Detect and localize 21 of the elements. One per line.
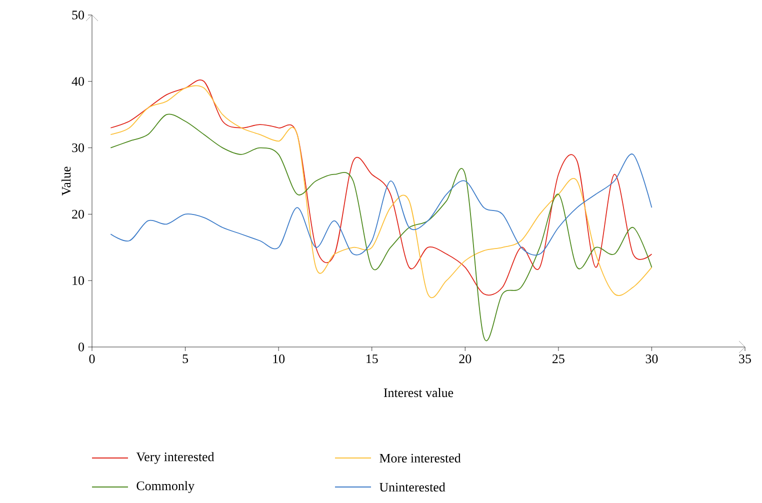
legend-label: Uninterested bbox=[379, 482, 446, 492]
x-axis-title: Interest value bbox=[384, 388, 454, 398]
y-tick-label: 0 bbox=[78, 342, 84, 352]
x-tick-label: 0 bbox=[89, 354, 95, 364]
y-axis-title: Value bbox=[62, 166, 71, 196]
legend-label: Commonly bbox=[136, 481, 194, 493]
y-tick-label: 10 bbox=[72, 276, 84, 285]
x-tick-label: 35 bbox=[739, 354, 751, 364]
legend-label: More interested bbox=[380, 453, 461, 463]
x-tick-label: 20 bbox=[459, 354, 472, 364]
y-tick-label: 40 bbox=[72, 77, 84, 86]
x-tick-label: 10 bbox=[273, 354, 285, 364]
x-tick-label: 25 bbox=[552, 354, 564, 364]
y-tick-label: 30 bbox=[72, 143, 84, 152]
y-tick-label: 50 bbox=[72, 10, 84, 20]
x-tick-label: 5 bbox=[182, 354, 188, 364]
line-series bbox=[110, 154, 652, 256]
x-tick-label: 15 bbox=[366, 354, 378, 364]
x-tick-label: 30 bbox=[646, 354, 658, 364]
legend-label: Very interested bbox=[136, 452, 214, 464]
y-tick-label: 20 bbox=[72, 210, 84, 219]
